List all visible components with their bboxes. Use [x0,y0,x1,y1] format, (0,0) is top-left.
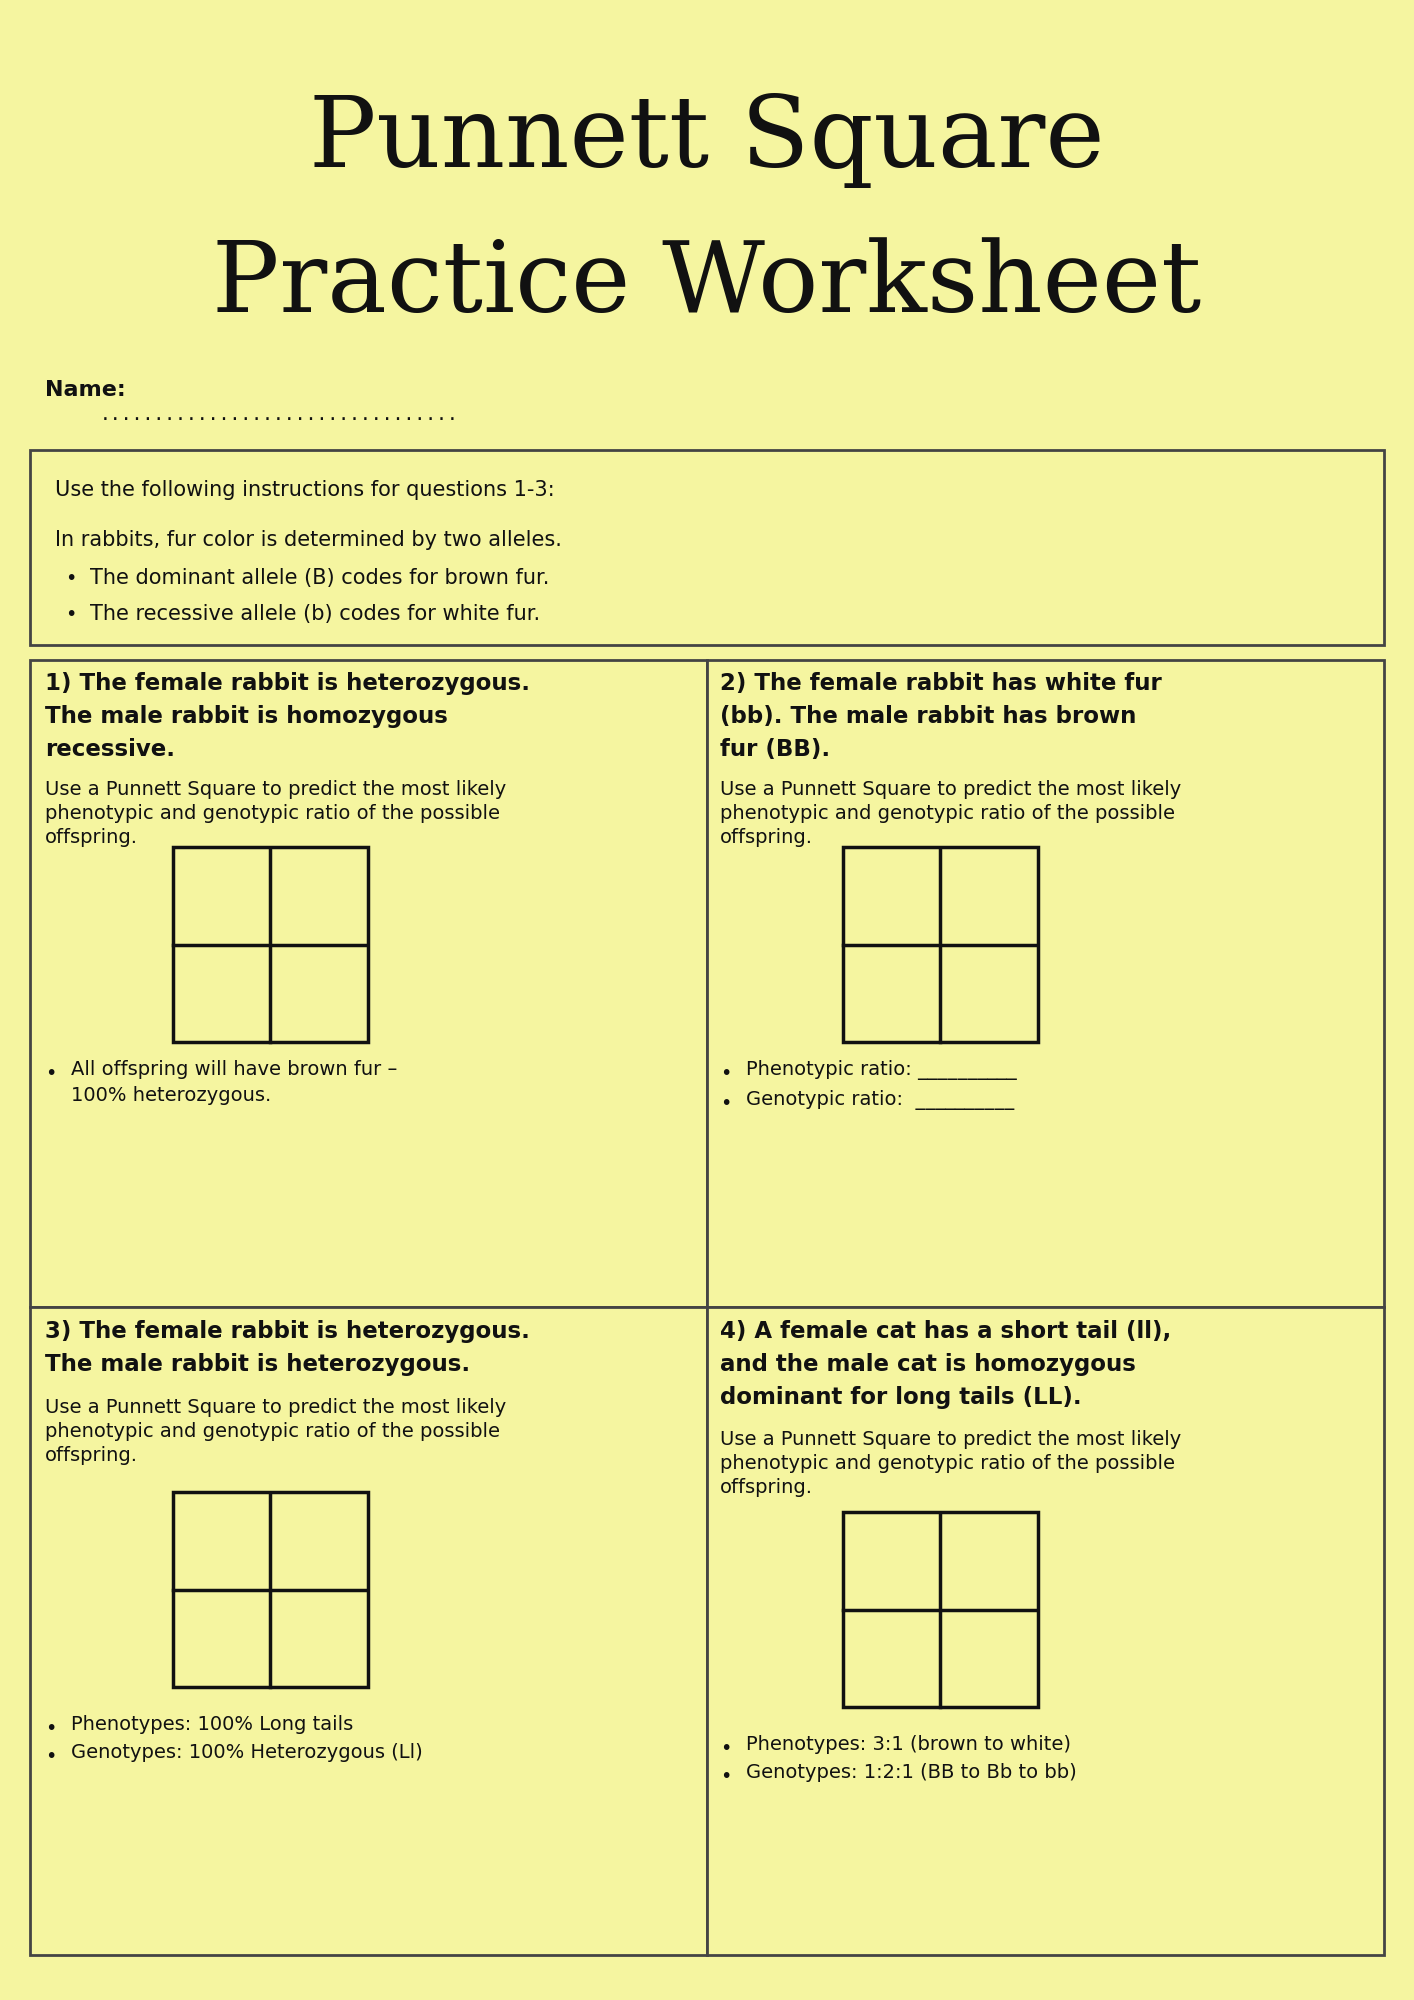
Text: phenotypic and genotypic ratio of the possible: phenotypic and genotypic ratio of the po… [45,804,501,824]
Text: Genotypes: 1:2:1 (BB to Bb to bb): Genotypes: 1:2:1 (BB to Bb to bb) [747,1764,1076,1782]
Text: Phenotypic ratio: __________: Phenotypic ratio: __________ [747,1060,1017,1080]
Text: offspring.: offspring. [45,828,139,848]
Text: Genotypes: 100% Heterozygous (Ll): Genotypes: 100% Heterozygous (Ll) [71,1742,423,1762]
Text: phenotypic and genotypic ratio of the possible: phenotypic and genotypic ratio of the po… [45,1422,501,1440]
Text: In rabbits, fur color is determined by two alleles.: In rabbits, fur color is determined by t… [55,530,561,550]
Text: •: • [45,1718,57,1738]
Text: The dominant allele (B) codes for brown fur.: The dominant allele (B) codes for brown … [90,568,550,588]
Text: 2) The female rabbit has white fur: 2) The female rabbit has white fur [720,672,1162,696]
Bar [843,1512,1038,1708]
Text: •: • [45,1064,57,1084]
Text: dominant for long tails (LL).: dominant for long tails (LL). [720,1386,1082,1408]
Text: •: • [720,1094,731,1112]
Text: Use a Punnett Square to predict the most likely: Use a Punnett Square to predict the most… [45,780,506,798]
Text: 1) The female rabbit is heterozygous.: 1) The female rabbit is heterozygous. [45,672,530,696]
Text: Practice Worksheet: Practice Worksheet [212,238,1202,332]
Text: offspring.: offspring. [720,1478,813,1496]
Bar [707,660,1384,1308]
Text: Use a Punnett Square to predict the most likely: Use a Punnett Square to predict the most… [720,1430,1181,1448]
Text: All offspring will have brown fur –: All offspring will have brown fur – [71,1060,397,1080]
Text: Use a Punnett Square to predict the most likely: Use a Punnett Square to predict the most… [720,780,1181,798]
Text: (bb). The male rabbit has brown: (bb). The male rabbit has brown [720,706,1137,728]
Text: phenotypic and genotypic ratio of the possible: phenotypic and genotypic ratio of the po… [720,804,1175,824]
Text: offspring.: offspring. [45,1446,139,1464]
Text: •: • [65,604,76,624]
Text: and the male cat is homozygous: and the male cat is homozygous [720,1352,1135,1376]
Text: The male rabbit is homozygous: The male rabbit is homozygous [45,706,448,728]
Bar [30,450,1384,644]
Text: recessive.: recessive. [45,738,175,760]
Text: •: • [45,1748,57,1766]
Bar [173,848,368,1042]
Text: 100% heterozygous.: 100% heterozygous. [71,1086,271,1104]
Text: •: • [720,1768,731,1786]
Bar [843,848,1038,1042]
Text: Name:: Name: [45,380,126,400]
Text: •: • [720,1064,731,1084]
Text: 3) The female rabbit is heterozygous.: 3) The female rabbit is heterozygous. [45,1320,530,1344]
Bar [30,660,707,1308]
Text: offspring.: offspring. [720,828,813,848]
Text: The recessive allele (b) codes for white fur.: The recessive allele (b) codes for white… [90,604,540,624]
Text: Genotypic ratio:  __________: Genotypic ratio: __________ [747,1090,1014,1110]
Text: phenotypic and genotypic ratio of the possible: phenotypic and genotypic ratio of the po… [720,1454,1175,1472]
Bar [707,1308,1384,1956]
Text: The male rabbit is heterozygous.: The male rabbit is heterozygous. [45,1352,469,1376]
Bar [30,1308,707,1956]
Text: Use the following instructions for questions 1-3:: Use the following instructions for quest… [55,480,554,500]
Text: Phenotypes: 100% Long tails: Phenotypes: 100% Long tails [71,1714,354,1734]
Text: Phenotypes: 3:1 (brown to white): Phenotypes: 3:1 (brown to white) [747,1734,1070,1754]
Text: fur (BB).: fur (BB). [720,738,830,760]
Bar [173,1492,368,1688]
Text: .................................: ................................. [100,406,460,424]
Text: Use a Punnett Square to predict the most likely: Use a Punnett Square to predict the most… [45,1398,506,1416]
Text: •: • [65,568,76,588]
Text: •: • [720,1738,731,1758]
Text: 4) A female cat has a short tail (ll),: 4) A female cat has a short tail (ll), [720,1320,1171,1344]
Text: Punnett Square: Punnett Square [310,92,1104,188]
